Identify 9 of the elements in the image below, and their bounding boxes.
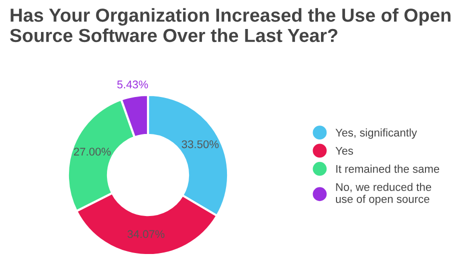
legend-label: Yes, significantly	[336, 128, 418, 139]
legend-label: It remained the same	[336, 164, 440, 173]
legend-label: No, we reduced the use of open source	[336, 182, 432, 206]
data-label: 27.00%	[74, 148, 111, 156]
legend-label: Yes	[336, 146, 354, 155]
chart-title: Has Your Organization Increased the Use of Open Source Software Over the Last Year?	[10, 8, 450, 42]
data-label: 34.07%	[128, 230, 164, 238]
data-label: 33.50%	[182, 140, 219, 148]
data-label: 5.43%	[117, 80, 148, 88]
